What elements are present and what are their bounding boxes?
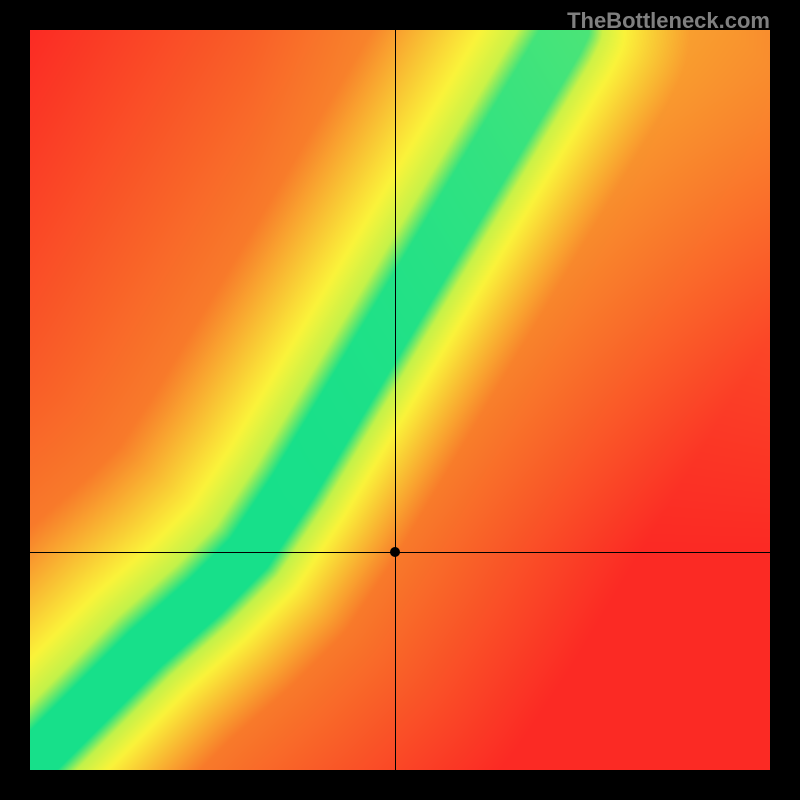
watermark-text: TheBottleneck.com — [567, 8, 770, 34]
crosshair-horizontal — [30, 552, 770, 553]
chart-container: TheBottleneck.com — [0, 0, 800, 800]
crosshair-marker — [390, 547, 400, 557]
heatmap-canvas — [30, 30, 770, 770]
crosshair-vertical — [395, 30, 396, 770]
heatmap-chart — [30, 30, 770, 770]
